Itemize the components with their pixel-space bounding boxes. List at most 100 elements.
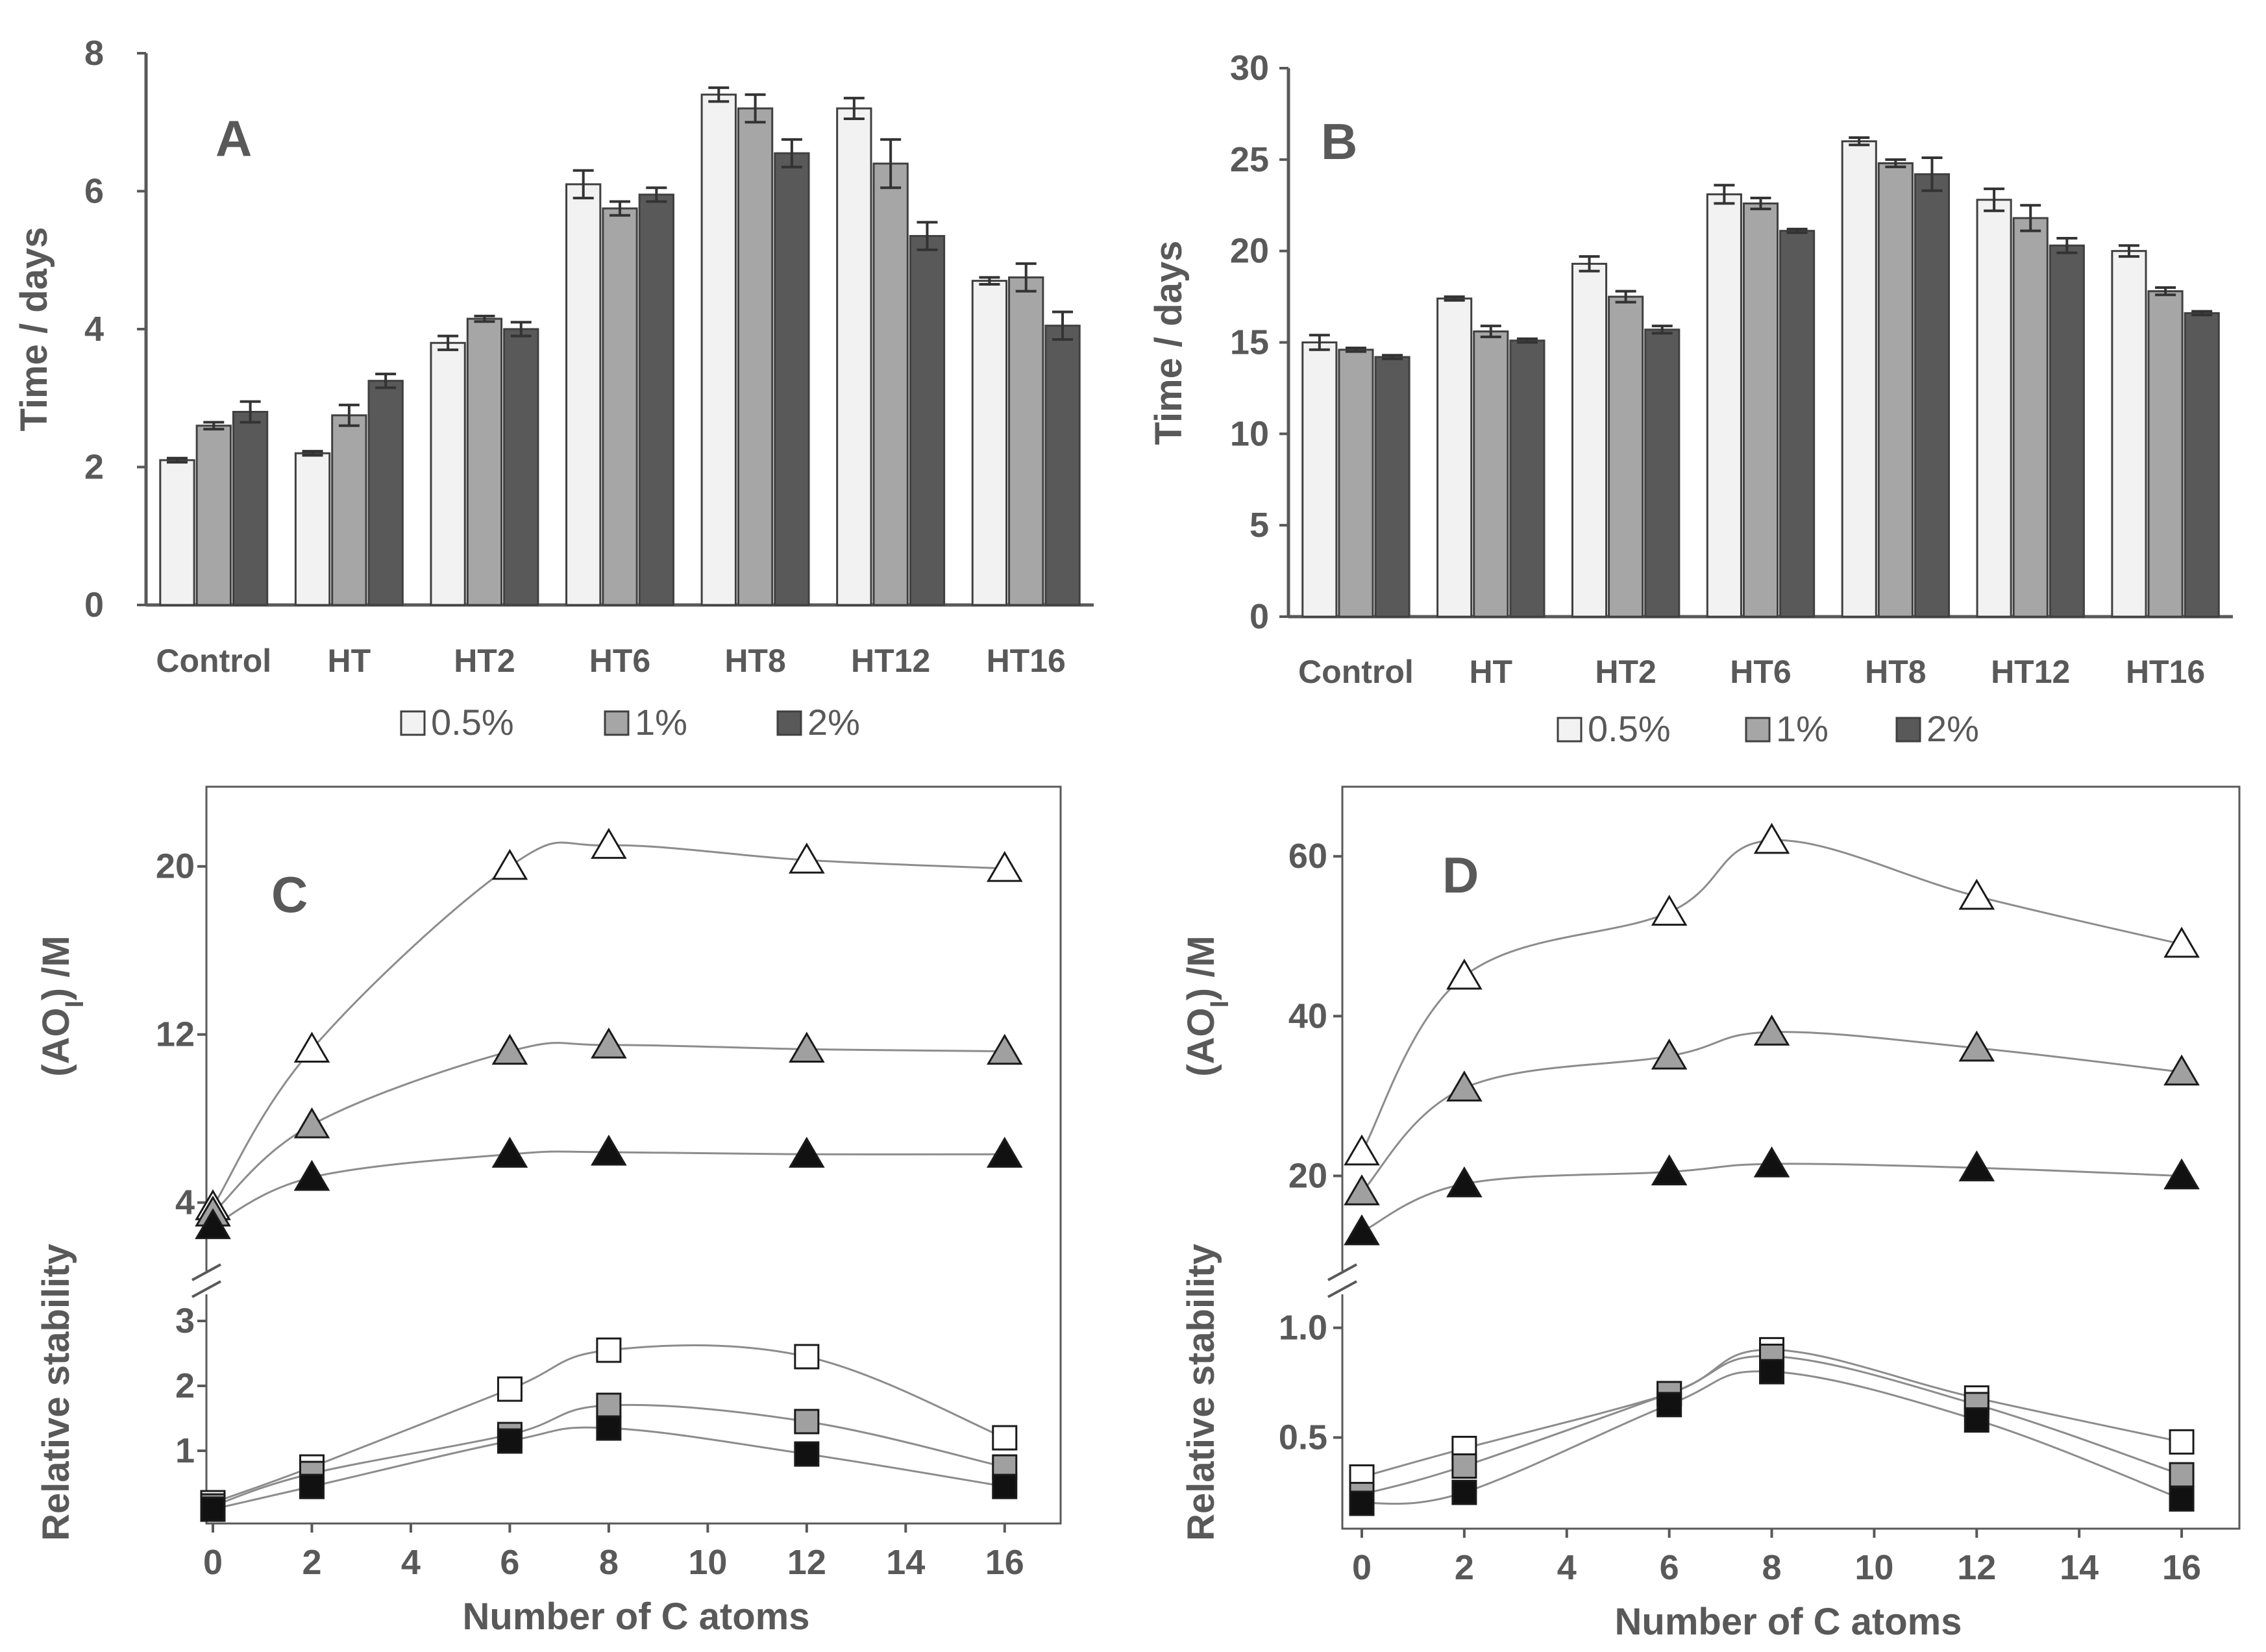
axis-break-line — [191, 1280, 221, 1298]
triangle-open-marker — [789, 843, 825, 874]
error-bar — [1444, 295, 1465, 302]
x-tick-label: 10 — [1854, 1548, 1893, 1587]
square-open-marker — [992, 1425, 1018, 1451]
bar-a-0.5% — [971, 280, 1008, 606]
bar-b-2% — [2184, 312, 2220, 618]
error-bar — [880, 138, 902, 190]
bar-b-1% — [1338, 349, 1374, 618]
error-bar — [240, 400, 261, 424]
error-bar — [1984, 187, 2005, 212]
triangle-open-marker — [1344, 1134, 1380, 1166]
subplot-top: 4 12 20 (AOI) /M — [35, 828, 1023, 1239]
bar-chart-b: 0 5 10 15 20 25 30 Control HT HT2 HT6 HT8 HT12 HT16 B T… — [1148, 49, 2233, 749]
triangle-black-marker — [1651, 1154, 1688, 1186]
legend-swatch — [1745, 717, 1771, 743]
bar-b-1% — [1877, 162, 1914, 618]
subplot-bottom: 1 2 3 Relative stability — [35, 1244, 1018, 1541]
y-axis-title: (AOI) /M — [35, 935, 89, 1076]
x-tick-label: 4 — [401, 1543, 421, 1582]
square-black-marker — [596, 1415, 622, 1441]
square-black-marker — [1349, 1490, 1375, 1516]
axis-break — [1327, 1263, 1357, 1298]
triangle-open-marker — [1753, 822, 1790, 854]
x-tick-label: 10 — [688, 1543, 727, 1582]
triangle-gray-marker — [293, 1107, 330, 1139]
triangle-gray-marker — [591, 1027, 627, 1059]
triangle-open-marker — [1446, 958, 1483, 990]
error-bar — [2118, 244, 2139, 258]
y-axis-title: Time / days — [1148, 241, 1190, 445]
panel-label: B — [1321, 113, 1357, 170]
x-category-label: HT16 — [987, 643, 1066, 679]
bar-b-1% — [1608, 295, 1644, 618]
bar-b-2% — [1374, 356, 1410, 618]
error-bar — [166, 456, 188, 464]
triangle-gray-marker — [1753, 1015, 1790, 1046]
triangle-open-marker — [591, 828, 627, 859]
square-gray-marker — [596, 1392, 622, 1418]
y-axis-title: (AOI) /M — [1180, 935, 1234, 1076]
error-bar — [2056, 236, 2078, 254]
x-tick-label: 14 — [886, 1543, 925, 1582]
y-axis-title: Relative stability — [35, 1244, 77, 1541]
legend-label: 2% — [807, 702, 860, 743]
y-tick-label: 2 — [175, 1366, 195, 1405]
legend: 0.5% 1% 2% — [400, 702, 860, 743]
error-bar — [1516, 337, 1538, 344]
square-open-marker — [596, 1337, 622, 1363]
x-category-label: HT8 — [1865, 654, 1926, 690]
error-bar — [1921, 156, 1943, 192]
bar-a-0.5% — [294, 452, 331, 606]
error-bar — [1885, 158, 1906, 169]
y-tick-label: 20 — [1230, 232, 1269, 271]
triangle-gray-marker — [986, 1033, 1023, 1065]
square-black-marker — [299, 1473, 325, 1499]
error-bar — [375, 373, 397, 389]
bar-b-2% — [1779, 230, 1816, 618]
panel-label: A — [216, 110, 252, 167]
error-bar — [1309, 334, 1330, 351]
bar-a-2% — [367, 380, 404, 606]
x-tick-label: 12 — [1957, 1548, 1996, 1587]
error-bar — [302, 450, 323, 457]
x-tick-label: 12 — [787, 1543, 826, 1582]
x-category-label: HT8 — [724, 643, 785, 679]
y-axis-title: Time / days — [13, 227, 55, 432]
x-tick-label: 2 — [1455, 1548, 1474, 1587]
x-tick-label: 6 — [500, 1543, 519, 1582]
error-bar — [338, 403, 360, 427]
line-chart-d: 0 2 4 6 8 10 12 14 16 Number of C atoms D 20 40 60 (AO… — [1180, 785, 2241, 1643]
y-axis-title-part: ) /M — [35, 935, 77, 1000]
y-tick-label: 1.0 — [1279, 1309, 1327, 1348]
bar-a-1% — [602, 207, 638, 606]
y-tick-label: 4 — [84, 310, 104, 349]
bar-b-0.5% — [1976, 199, 2012, 618]
error-bar — [1750, 196, 1771, 210]
error-bar — [510, 321, 532, 338]
square-open-marker — [2169, 1429, 2195, 1455]
y-tick-label: 60 — [1288, 837, 1327, 876]
bar-a-1% — [1008, 276, 1044, 606]
error-bar — [2020, 204, 2041, 232]
x-category-label: Control — [156, 643, 271, 679]
panel-label: D — [1442, 846, 1479, 904]
error-bar — [1714, 184, 1735, 205]
triangle-gray-marker — [1958, 1030, 1995, 1062]
error-bar — [646, 186, 667, 203]
x-tick-label: 14 — [2060, 1548, 2099, 1587]
triangle-black-marker — [2163, 1158, 2200, 1190]
y-tick-label: 30 — [1230, 49, 1269, 88]
triangle-black-marker — [591, 1134, 627, 1166]
x-tick-label: 2 — [302, 1543, 321, 1582]
legend-label: 1% — [1776, 708, 1829, 749]
x-tick-label: 6 — [1660, 1548, 1679, 1587]
bar-a-1% — [466, 317, 503, 606]
square-black-marker — [1656, 1392, 1682, 1418]
square-gray-marker — [1451, 1453, 1477, 1479]
y-tick-label: 2 — [84, 448, 104, 487]
bar-a-1% — [872, 162, 909, 606]
series-line-0.5% — [1361, 839, 2182, 1153]
triangle-open-marker — [1651, 894, 1688, 926]
bar-b-0.5% — [1706, 193, 1742, 618]
